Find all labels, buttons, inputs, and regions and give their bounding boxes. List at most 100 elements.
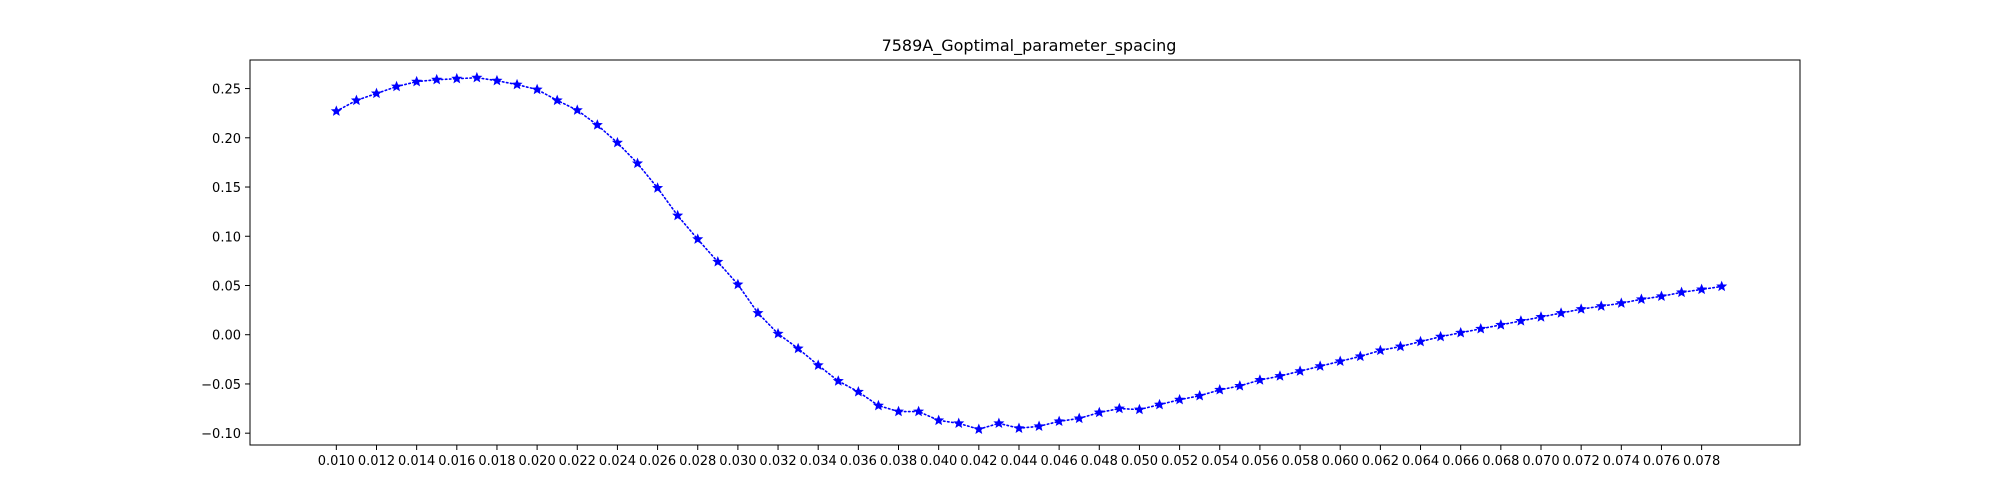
data-point-star [611, 136, 623, 148]
data-point-star [1716, 280, 1728, 292]
x-tick-label: 0.018 [478, 454, 515, 469]
data-point-star [1274, 370, 1286, 381]
y-tick-label: 0.00 [212, 329, 241, 344]
data-point-star [1234, 380, 1246, 391]
plot-area-frame [249, 59, 1801, 446]
data-point-star [1354, 350, 1366, 362]
data-point-star [391, 80, 403, 92]
y-tick-label: 0.10 [212, 230, 241, 245]
data-point-star [993, 417, 1005, 429]
data-point-star [451, 72, 463, 84]
data-point-star [832, 375, 844, 386]
data-point-star [1696, 283, 1708, 295]
data-point-star [652, 182, 664, 193]
x-tick-label: 0.044 [1000, 454, 1037, 469]
data-point-star [913, 405, 925, 417]
data-point-star [1154, 398, 1166, 410]
data-point-star [852, 386, 864, 397]
data-point-star [1595, 300, 1607, 311]
data-point-star [431, 73, 443, 85]
x-tick-label: 0.014 [398, 454, 435, 469]
data-point-star [1214, 384, 1226, 395]
x-tick-label: 0.040 [920, 454, 957, 469]
chart-title: 7589A_Goptimal_parameter_spacing [882, 36, 1177, 56]
data-point-star [1013, 422, 1025, 433]
data-point-star [1374, 344, 1386, 356]
x-tick-label: 0.020 [519, 454, 556, 469]
x-tick-label: 0.016 [438, 454, 475, 469]
data-point-star [933, 414, 945, 426]
x-tick-label: 0.078 [1683, 454, 1720, 469]
data-point-star [1093, 406, 1105, 418]
data-point-star [591, 119, 603, 130]
data-point-star [1535, 311, 1547, 322]
x-tick-label: 0.038 [880, 454, 917, 469]
x-tick-label: 0.030 [719, 454, 756, 469]
data-point-star [1495, 319, 1507, 330]
data-point-star [752, 307, 764, 318]
data-point-star [732, 278, 744, 290]
data-point-star [1113, 402, 1125, 414]
data-point-star [1655, 290, 1667, 302]
data-point-star [571, 104, 583, 115]
data-point-star [1555, 307, 1567, 318]
data-point-star [672, 209, 684, 221]
x-tick-label: 0.042 [960, 454, 997, 469]
data-point-star [1133, 403, 1145, 415]
x-tick-label: 0.062 [1362, 454, 1399, 469]
data-point-star [792, 342, 804, 354]
data-point-star [1435, 330, 1447, 342]
data-point-star [551, 94, 563, 106]
y-tick-label: 0.15 [212, 181, 241, 196]
y-tick-label: 0.25 [212, 83, 241, 98]
y-tick-label: 0.05 [212, 279, 241, 294]
x-tick-label: 0.026 [639, 454, 676, 469]
data-point-star [1455, 326, 1467, 338]
x-tick-label: 0.060 [1322, 454, 1359, 469]
data-point-star [1254, 374, 1266, 385]
x-tick-label: 0.048 [1081, 454, 1118, 469]
x-tick-label: 0.022 [559, 454, 596, 469]
x-axis: 0.010 0.012 0.014 0.016 0.018 0.020 0.022 0.024… [318, 445, 1720, 469]
data-point-star [812, 359, 824, 370]
data-point-star [953, 417, 965, 429]
y-axis: 0.25 0.20 0.15 0.10 0.05 0.00 −0.05 −0.10 [201, 83, 250, 442]
y-tick-label: −0.05 [201, 378, 241, 393]
x-tick-label: 0.068 [1482, 454, 1519, 469]
data-point-star [1334, 355, 1346, 367]
data-point-star [471, 71, 483, 83]
data-point-star [1394, 340, 1406, 352]
data-point-star [491, 74, 503, 86]
series-line [335, 76, 1723, 431]
x-tick-label: 0.074 [1603, 454, 1640, 469]
data-point-star [1194, 389, 1206, 401]
x-tick-label: 0.024 [599, 454, 636, 469]
x-tick-label: 0.034 [800, 454, 837, 469]
data-point-star [1294, 365, 1306, 376]
x-tick-label: 0.054 [1201, 454, 1238, 469]
data-point-star [692, 233, 704, 244]
data-point-star [1635, 293, 1647, 304]
data-point-star [1314, 360, 1326, 371]
y-tick-label: 0.20 [212, 132, 241, 147]
data-point-star [330, 105, 342, 116]
series-layer [330, 71, 1728, 434]
data-point-star [872, 399, 884, 411]
x-tick-label: 0.058 [1281, 454, 1318, 469]
x-tick-label: 0.076 [1643, 454, 1680, 469]
data-point-star [973, 423, 985, 434]
data-point-star [1575, 303, 1587, 314]
data-point-star [1073, 412, 1085, 424]
x-tick-label: 0.070 [1522, 454, 1559, 469]
x-tick-label: 0.028 [679, 454, 716, 469]
data-point-star [631, 157, 644, 169]
y-tick-label: −0.10 [201, 427, 241, 442]
data-point-star [1033, 420, 1045, 431]
data-point-star [1174, 393, 1186, 405]
x-tick-label: 0.050 [1121, 454, 1158, 469]
x-tick-label: 0.072 [1563, 454, 1600, 469]
data-point-star [1053, 415, 1065, 427]
x-tick-label: 0.052 [1161, 454, 1198, 469]
x-tick-label: 0.066 [1442, 454, 1479, 469]
